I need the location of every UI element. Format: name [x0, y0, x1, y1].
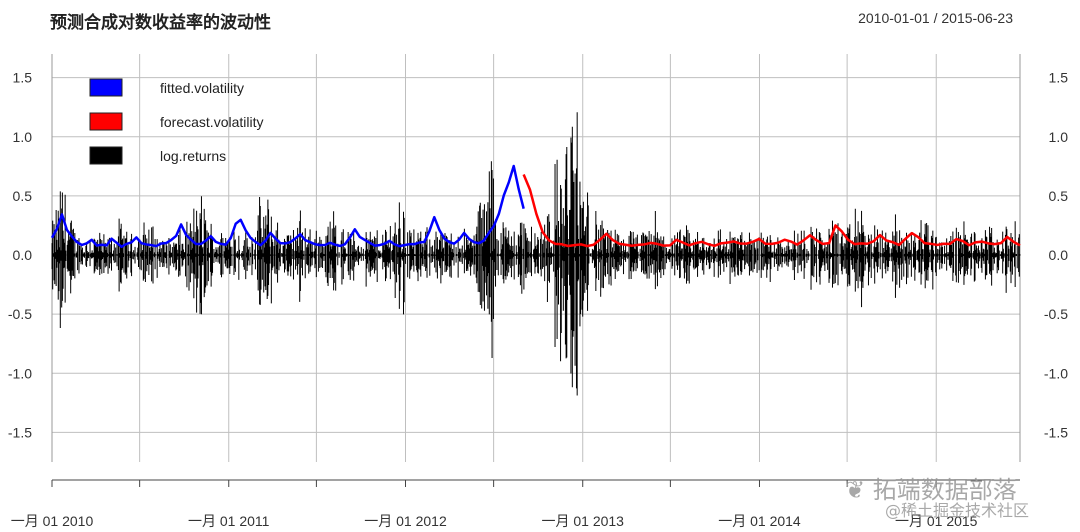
- log-returns-series: [51, 112, 1021, 396]
- x-tick-label: 一月 01 2011: [188, 513, 270, 529]
- watermark-site-text: @稀土掘金技术社区: [885, 501, 1030, 520]
- legend-label: fitted.volatility: [160, 80, 244, 96]
- y-tick-label-right: 0.0: [1049, 247, 1069, 263]
- y-tick-label-left: 0.5: [13, 188, 33, 204]
- chart-title: 预测合成对数收益率的波动性: [50, 13, 271, 33]
- y-tick-label-left: -1.5: [8, 424, 32, 440]
- y-tick-label-right: 0.5: [1049, 188, 1069, 204]
- y-tick-label-right: -0.5: [1044, 306, 1068, 322]
- y-tick-label-left: 0.0: [13, 247, 33, 263]
- legend-label: forecast.volatility: [160, 114, 263, 130]
- legend-swatch: [89, 112, 123, 131]
- date-range-label: 2010-01-01 / 2015-06-23: [858, 10, 1013, 26]
- y-tick-label-left: -0.5: [8, 306, 32, 322]
- x-tick-label: 一月 01 2014: [718, 513, 801, 529]
- y-tick-label-right: -1.0: [1044, 365, 1068, 381]
- legend: fitted.volatility forecast.volatility log.…: [89, 78, 263, 165]
- legend-swatch: [89, 146, 123, 165]
- x-tick-label: 一月 01 2013: [541, 513, 624, 529]
- legend-swatch: [89, 78, 123, 97]
- log-returns-bars: [51, 112, 1021, 396]
- y-tick-label-right: 1.5: [1049, 70, 1069, 86]
- forecast-volatility-line: [522, 174, 1021, 248]
- fitted-volatility-line: [50, 164, 525, 248]
- forecast-volatility-series: [522, 174, 1021, 248]
- x-tick-label: 一月 01 2010: [11, 513, 94, 529]
- y-axis-right: 1.5 1.0 0.5 0.0 -0.5 -1.0 -1.5: [1044, 70, 1068, 441]
- x-tick-label: 一月 01 2012: [364, 513, 447, 529]
- legend-label: log.returns: [160, 148, 226, 164]
- y-tick-label-right: -1.5: [1044, 424, 1068, 440]
- x-axis: 一月 01 2010 一月 01 2011 一月 01 2012 一月 01 2013…: [11, 480, 978, 529]
- fitted-volatility-series: [50, 164, 525, 248]
- y-tick-label-left: 1.0: [13, 129, 33, 145]
- y-tick-label-left: -1.0: [8, 365, 32, 381]
- y-tick-label-left: 1.5: [13, 70, 33, 86]
- watermark-logo-text: ❦ 拓端数据部落: [845, 476, 1017, 504]
- x-tick-label: 一月 01 2015: [895, 513, 978, 529]
- y-tick-label-right: 1.0: [1049, 129, 1069, 145]
- y-axis-left: 1.5 1.0 0.5 0.0 -0.5 -1.0 -1.5: [8, 70, 32, 441]
